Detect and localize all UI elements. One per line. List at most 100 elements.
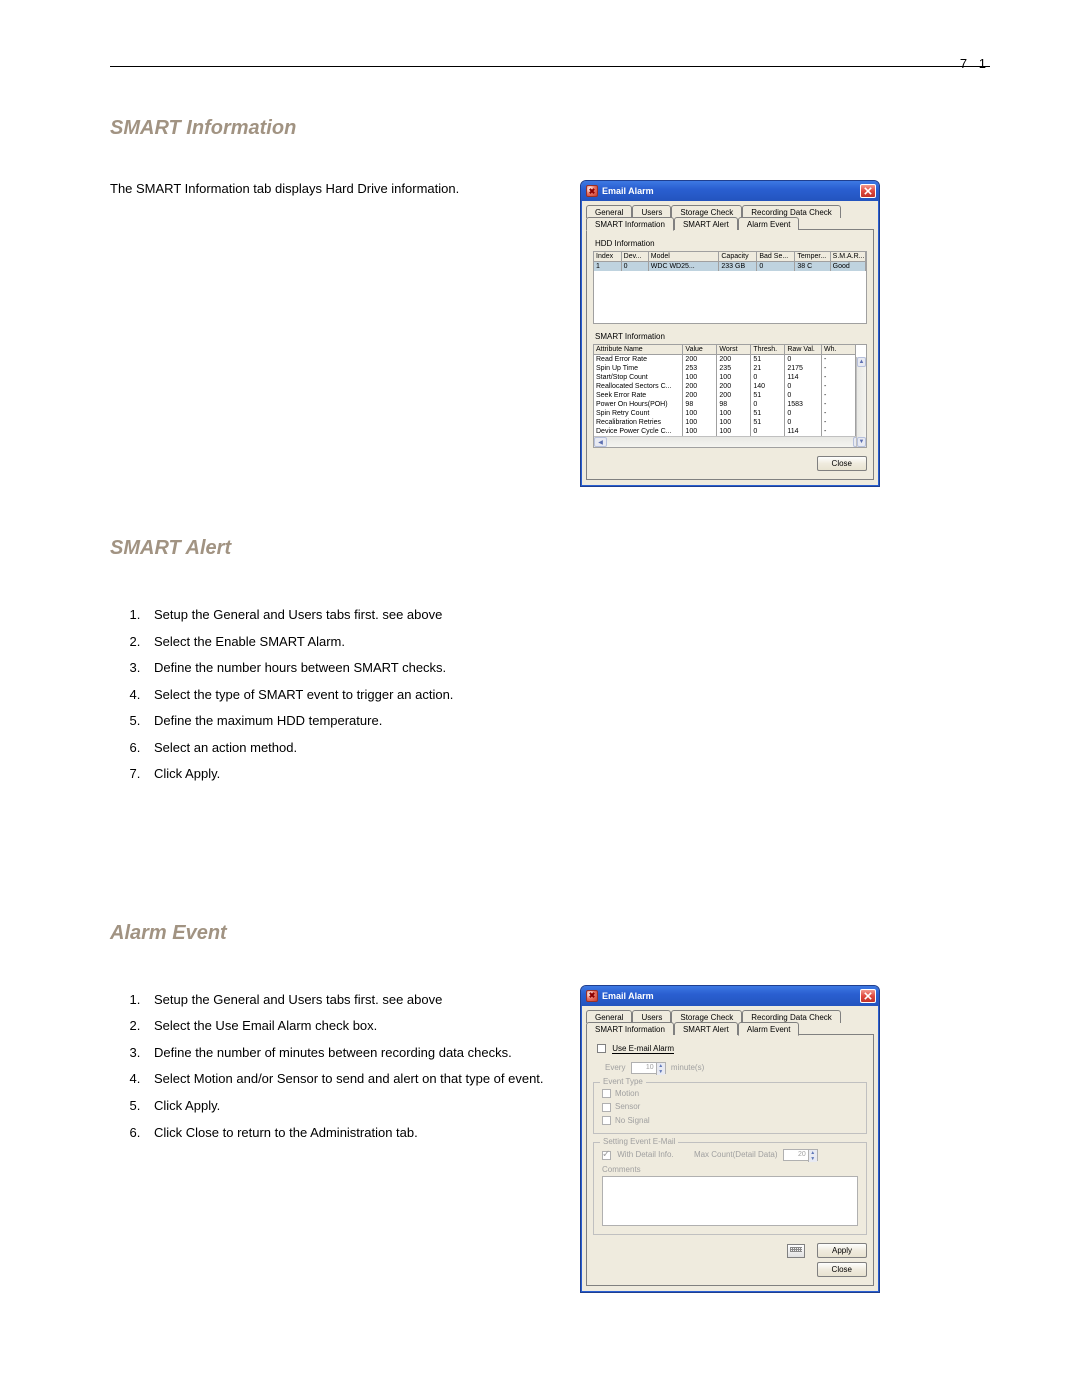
smart-cell: - — [821, 409, 855, 418]
smart-cell: 0 — [751, 427, 785, 436]
smart-cell: 0 — [785, 418, 822, 427]
titlebar[interactable]: ✖ Email Alarm — [581, 181, 879, 201]
max-count-spinner[interactable]: 20 ▲▼ — [783, 1149, 818, 1161]
with-detail-label: With Detail Info. — [617, 1150, 673, 1159]
comments-textarea[interactable] — [602, 1176, 858, 1226]
sensor-checkbox[interactable] — [602, 1103, 611, 1112]
smart-col-worst[interactable]: Worst — [717, 345, 751, 355]
smart-row[interactable]: Device Power Cycle C...1001000114- — [594, 427, 856, 436]
smart-row[interactable]: Start/Stop Count1001000114- — [594, 373, 856, 382]
tabs-row-2: SMART Information SMART Alert Alarm Even… — [586, 217, 874, 230]
smart-cell: - — [821, 382, 855, 391]
step-item: Select the Enable SMART Alarm. — [144, 633, 550, 651]
smart-row[interactable]: Reallocated Sectors C...2002001400- — [594, 382, 856, 391]
tab-alarm-event[interactable]: Alarm Event — [738, 217, 800, 230]
smart-row[interactable]: Spin Retry Count100100510- — [594, 409, 856, 418]
top-rule — [110, 66, 990, 67]
smart-col-value[interactable]: Value — [683, 345, 717, 355]
heading-smart-alert: SMART Alert — [110, 537, 990, 560]
comments-label: Comments — [602, 1165, 858, 1174]
apply-button[interactable]: Apply — [817, 1243, 867, 1258]
smart-cell: 0 — [751, 373, 785, 382]
smart-col-attr[interactable]: Attribute Name — [594, 345, 683, 355]
spin-down-icon[interactable]: ▼ — [808, 1156, 817, 1162]
smart-table: Attribute Name Value Worst Thresh. Raw V… — [594, 345, 856, 436]
smart-col-raw[interactable]: Raw Val. — [785, 345, 822, 355]
smart-row[interactable]: Seek Error Rate200200510- — [594, 391, 856, 400]
every-spinner[interactable]: 10 ▲▼ — [631, 1062, 666, 1074]
tabs-row-2: SMART Information SMART Alert Alarm Even… — [586, 1022, 874, 1035]
hdd-col-temper[interactable]: Temper... — [795, 252, 830, 262]
smart-row[interactable]: Spin Up Time253235212175- — [594, 364, 856, 373]
smart-cell: 51 — [751, 409, 785, 418]
steps-alarm-event: Setup the General and Users tabs first. … — [110, 991, 550, 1141]
smart-cell: 51 — [751, 355, 785, 365]
hdd-cell: 1 — [594, 262, 621, 272]
hdd-col-capacity[interactable]: Capacity — [719, 252, 757, 262]
use-email-alarm-checkbox[interactable] — [597, 1044, 606, 1053]
close-button[interactable]: Close — [817, 1262, 867, 1277]
setting-event-legend: Setting Event E-Mail — [600, 1137, 678, 1146]
tab-smart-information[interactable]: SMART Information — [586, 1022, 674, 1035]
smart-row[interactable]: Recalibration Retries100100510- — [594, 418, 856, 427]
keyboard-icon[interactable] — [787, 1244, 805, 1258]
hdd-col-dev[interactable]: Dev... — [621, 252, 648, 262]
tab-smart-alert[interactable]: SMART Alert — [674, 1022, 738, 1035]
scroll-down-icon[interactable]: ▼ — [857, 437, 866, 447]
dialog-smart-information: ✖ Email Alarm General Users Storage Chec… — [580, 180, 880, 487]
smart-cell: 100 — [717, 409, 751, 418]
titlebar[interactable]: ✖ Email Alarm — [581, 986, 879, 1006]
with-detail-checkbox[interactable] — [602, 1151, 611, 1160]
hdd-col-model[interactable]: Model — [648, 252, 719, 262]
hdd-col-smart[interactable]: S.M.A.R... — [830, 252, 865, 262]
step-item: Define the maximum HDD temperature. — [144, 712, 550, 730]
close-icon[interactable] — [860, 184, 876, 198]
dialog-title: Email Alarm — [602, 991, 654, 1001]
smart-cell: 0 — [785, 409, 822, 418]
smart-cell: - — [821, 364, 855, 373]
horizontal-scrollbar[interactable]: ◀ ▶ — [594, 436, 866, 447]
smart-cell: - — [821, 418, 855, 427]
tab-alarm-event[interactable]: Alarm Event — [738, 1022, 800, 1036]
hdd-table-wrap: Index Dev... Model Capacity Bad Se... Te… — [593, 251, 867, 324]
smart-cell: 1583 — [785, 400, 822, 409]
hdd-col-index[interactable]: Index — [594, 252, 621, 262]
scroll-left-icon[interactable]: ◀ — [594, 437, 607, 447]
heading-alarm-event: Alarm Event — [110, 922, 990, 945]
smart-cell: Start/Stop Count — [594, 373, 683, 382]
smart-cell: 100 — [683, 418, 717, 427]
vertical-scrollbar[interactable]: ▲ ▼ — [856, 357, 866, 447]
tab-smart-information[interactable]: SMART Information — [586, 217, 674, 231]
smart-cell: Reallocated Sectors C... — [594, 382, 683, 391]
hdd-cell: 233 GB — [719, 262, 757, 272]
step-item: Click Close to return to the Administrat… — [144, 1124, 550, 1142]
hdd-col-badse[interactable]: Bad Se... — [757, 252, 795, 262]
tab-smart-alert[interactable]: SMART Alert — [674, 217, 738, 230]
hdd-table: Index Dev... Model Capacity Bad Se... Te… — [594, 252, 866, 271]
smart-row[interactable]: Power On Hours(POH)989801583- — [594, 400, 856, 409]
section-alarm-event: Setup the General and Users tabs first. … — [110, 985, 990, 1293]
close-icon[interactable] — [860, 989, 876, 1003]
smart-cell: 0 — [751, 400, 785, 409]
heading-smart-information: SMART Information — [110, 117, 990, 140]
close-button[interactable]: Close — [817, 456, 867, 471]
app-icon: ✖ — [586, 185, 598, 197]
step-item: Define the number hours between SMART ch… — [144, 659, 550, 677]
smart-cell: 200 — [683, 355, 717, 365]
smart-cell: 21 — [751, 364, 785, 373]
nosignal-checkbox[interactable] — [602, 1116, 611, 1125]
app-icon: ✖ — [586, 990, 598, 1002]
smart-cell: Spin Up Time — [594, 364, 683, 373]
smart-col-thresh[interactable]: Thresh. — [751, 345, 785, 355]
spin-down-icon[interactable]: ▼ — [656, 1069, 665, 1075]
hdd-information-label: HDD Information — [595, 239, 867, 248]
motion-checkbox[interactable] — [602, 1089, 611, 1098]
smart-cell: 100 — [683, 409, 717, 418]
smart-row[interactable]: Read Error Rate200200510- — [594, 355, 856, 365]
smart-cell: 51 — [751, 418, 785, 427]
smart-cell: Spin Retry Count — [594, 409, 683, 418]
smart-col-wh[interactable]: Wh. — [821, 345, 855, 355]
scroll-up-icon[interactable]: ▲ — [857, 357, 866, 367]
hdd-row[interactable]: 1 0 WDC WD25... 233 GB 0 38 C Good — [594, 262, 866, 272]
hdd-cell: 38 C — [795, 262, 830, 272]
